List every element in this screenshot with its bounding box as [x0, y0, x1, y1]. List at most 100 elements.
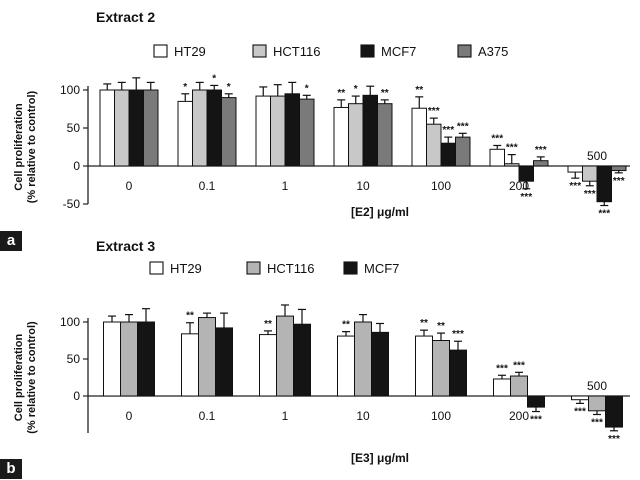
- bar: [337, 335, 355, 397]
- legend-label: HCT116: [273, 44, 320, 59]
- x-tick-label: 100: [431, 409, 451, 423]
- significance-label: *: [183, 82, 187, 93]
- y-axis-label: Cell proliferation: [13, 334, 25, 422]
- chart-title: Extract 3: [96, 238, 155, 254]
- significance-label: ***: [613, 176, 625, 187]
- y-tick-label: 100: [60, 83, 80, 97]
- significance-label: ***: [598, 209, 610, 220]
- bar: [114, 89, 130, 167]
- x-axis-label: [E3] μg/ml: [351, 451, 409, 465]
- chart-title: Extract 2: [96, 9, 155, 25]
- significance-label: ***: [428, 106, 440, 117]
- bar: [270, 95, 286, 167]
- x-tick-label: 10: [356, 179, 370, 193]
- bar: [510, 375, 528, 397]
- bar: [426, 123, 442, 167]
- significance-label: ***: [496, 363, 508, 374]
- bar: [611, 165, 627, 172]
- significance-label: ***: [513, 360, 525, 371]
- x-tick-label: 200: [509, 179, 529, 193]
- bar: [276, 315, 294, 397]
- bar: [181, 333, 199, 397]
- significance-label: *: [354, 84, 358, 95]
- bar: [504, 163, 520, 167]
- panel-label-a: a: [0, 231, 22, 251]
- y-tick-label: 100: [60, 315, 80, 329]
- bar: [192, 89, 208, 167]
- bar: [567, 165, 583, 173]
- bar: [143, 89, 159, 167]
- bar: [120, 321, 138, 397]
- significance-label: **: [264, 319, 272, 330]
- significance-label: ***: [457, 121, 469, 132]
- bar: [333, 106, 349, 167]
- legend-swatch: [153, 44, 168, 58]
- significance-label: ***: [584, 189, 596, 200]
- bar: [449, 349, 467, 397]
- x-tick-label: 500: [587, 379, 607, 393]
- bar: [299, 98, 315, 167]
- x-tick-label: 10: [356, 409, 370, 423]
- y-tick-label: -50: [63, 197, 81, 211]
- significance-label: **: [337, 88, 345, 99]
- bar: [493, 378, 511, 397]
- bar: [221, 97, 237, 167]
- y-tick-label: 0: [73, 389, 80, 403]
- bar: [284, 93, 300, 167]
- bar: [489, 148, 505, 167]
- y-tick-label: 50: [67, 121, 81, 135]
- bar: [527, 395, 545, 408]
- panel-label-b: b: [0, 459, 22, 479]
- x-tick-label: 100: [431, 179, 451, 193]
- significance-label: **: [437, 321, 445, 332]
- significance-label: ***: [452, 329, 464, 340]
- y-tick-label: 50: [67, 352, 81, 366]
- y-axis-label: Cell proliferation: [13, 103, 25, 191]
- significance-label: **: [420, 318, 428, 329]
- x-tick-label: 1: [282, 179, 289, 193]
- legend-label: A375: [478, 44, 508, 59]
- bar: [371, 331, 389, 397]
- bar: [215, 327, 233, 397]
- legend-label: MCF7: [364, 261, 399, 276]
- significance-label: **: [381, 88, 389, 99]
- bar: [348, 103, 364, 167]
- bar: [259, 334, 277, 397]
- significance-label: ***: [442, 125, 454, 136]
- bar: [198, 317, 216, 397]
- bar: [255, 95, 271, 167]
- bar: [588, 395, 606, 412]
- legend-swatch: [343, 261, 358, 275]
- bar: [571, 395, 589, 401]
- x-tick-label: 0: [126, 179, 133, 193]
- x-tick-label: 500: [587, 149, 607, 163]
- bar: [177, 100, 193, 167]
- y-axis-label: (% relative to control): [26, 90, 38, 203]
- bar: [432, 340, 450, 397]
- bar: [99, 89, 115, 167]
- significance-label: ***: [591, 418, 603, 429]
- bar: [605, 395, 623, 428]
- significance-label: *: [227, 82, 231, 93]
- x-tick-label: 1: [282, 409, 289, 423]
- significance-label: ***: [574, 406, 586, 417]
- bar: [377, 103, 393, 167]
- significance-label: **: [186, 311, 194, 322]
- significance-label: ***: [608, 434, 620, 445]
- significance-label: ***: [535, 145, 547, 156]
- bar: [293, 323, 311, 397]
- legend-label: HT29: [170, 261, 202, 276]
- y-axis-label: (% relative to control): [26, 321, 38, 434]
- y-tick-label: 0: [73, 159, 80, 173]
- bar: [362, 94, 378, 167]
- x-tick-label: 0: [126, 409, 133, 423]
- bar: [354, 321, 372, 397]
- bar: [582, 165, 598, 182]
- significance-label: ***: [491, 133, 503, 144]
- bar: [128, 89, 144, 167]
- legend-swatch: [457, 44, 472, 58]
- bar: [137, 321, 155, 397]
- x-tick-label: 0.1: [199, 409, 216, 423]
